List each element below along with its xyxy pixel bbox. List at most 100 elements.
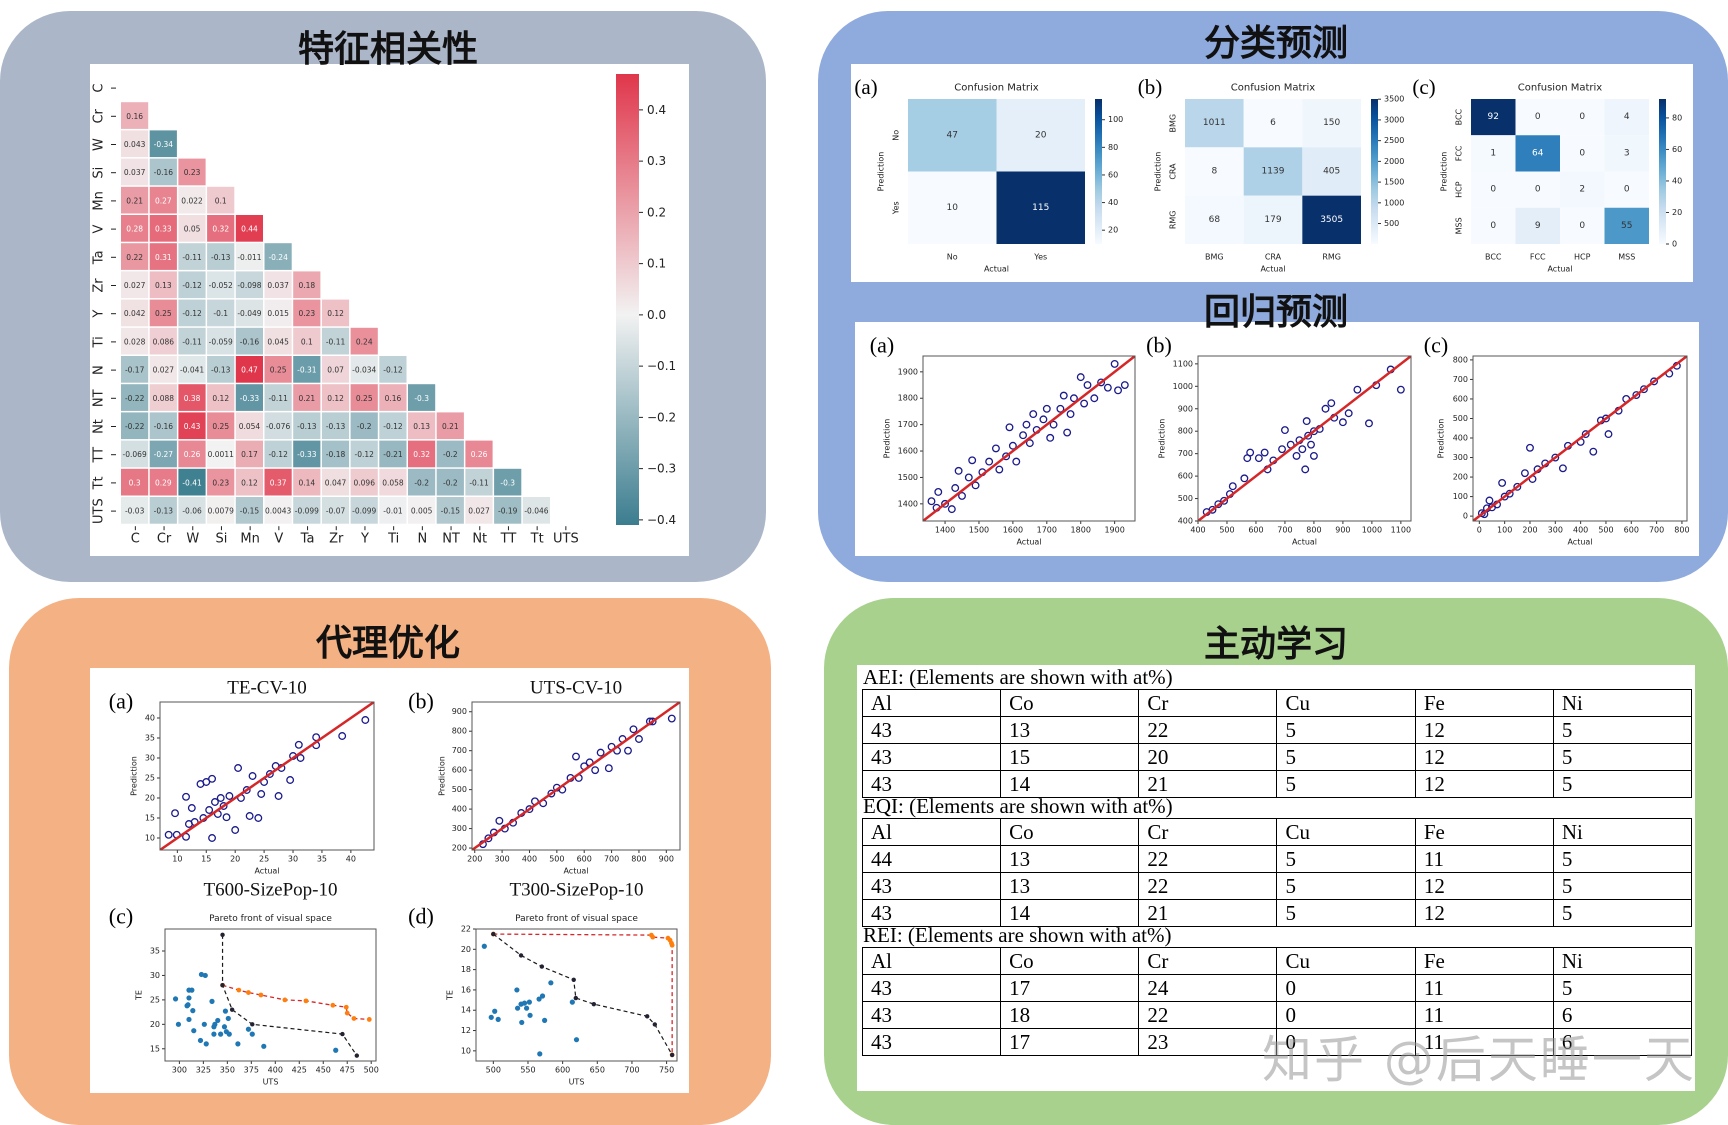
y-axis-label: Prediction <box>1437 419 1446 459</box>
pareto-point <box>366 1017 372 1022</box>
cell-value: -0.099 <box>352 507 376 516</box>
heatmap-cell <box>121 186 149 214</box>
cell-count: 92 <box>1488 112 1499 122</box>
cell-value: -0.098 <box>237 281 261 290</box>
data-point <box>171 809 179 818</box>
cell-value: 0.005 <box>411 507 433 516</box>
cell-value: 0.1 <box>301 337 313 346</box>
cell-value: -0.11 <box>469 478 489 487</box>
cell-value: -0.11 <box>326 337 346 346</box>
data-point <box>951 484 960 492</box>
heatmap-cell <box>121 130 149 158</box>
heatmap-cell <box>264 271 292 299</box>
cell-value: 0.21 <box>126 196 143 205</box>
colorbar-tick-label: 80 <box>1108 143 1118 152</box>
data-point <box>261 1043 267 1049</box>
data-point <box>1396 385 1405 394</box>
cell-value: -0.2 <box>443 450 458 459</box>
x-tick-label: 300 <box>172 1066 187 1075</box>
cell-value: -0.33 <box>297 450 317 459</box>
heatmap-cell <box>178 468 206 496</box>
data-point <box>514 987 520 993</box>
cell-value: 0.088 <box>153 394 175 403</box>
heatmap-cell <box>293 271 321 299</box>
data-point <box>1602 414 1610 423</box>
cell-value: -0.21 <box>383 450 403 459</box>
cell-value: 0.027 <box>468 507 490 516</box>
data-point <box>1083 381 1092 389</box>
data-point <box>995 465 1004 474</box>
x-tick-label: 1000 <box>1362 526 1382 535</box>
data-point <box>208 774 217 783</box>
matrix-cell <box>1515 207 1560 244</box>
y-category: CRA <box>1169 163 1178 180</box>
heatmap-cell <box>293 412 321 440</box>
x-category: CRA <box>1265 253 1282 262</box>
y-tick-label: 700 <box>452 746 467 755</box>
subplot-label: (b) <box>1138 75 1163 99</box>
data-point <box>971 481 980 490</box>
cell-value: 0.037 <box>124 168 146 177</box>
column-header: Cu <box>1276 818 1416 846</box>
y-category: BMG <box>1169 114 1178 133</box>
x-category: FCC <box>1530 253 1546 262</box>
cell-count: 0 <box>1490 221 1496 231</box>
data-point <box>523 1005 530 1011</box>
cell-value: -0.12 <box>355 450 375 459</box>
row-label: NT <box>92 389 107 407</box>
heatmap-cell <box>379 356 407 383</box>
heatmap-cell <box>379 384 407 411</box>
cell-value: 0.32 <box>212 225 229 234</box>
y-axis-label: Prediction <box>1158 419 1167 459</box>
cell-count: 0 <box>1624 185 1630 195</box>
x-category: RMG <box>1322 253 1341 262</box>
data-point <box>624 746 632 755</box>
y-tick-label: 500 <box>452 785 467 794</box>
cell-value: 0.21 <box>442 422 459 431</box>
table-row: 43 15 20 5 12 5 <box>861 743 1693 771</box>
subplot-label: (a) <box>854 75 877 99</box>
pareto-point <box>650 934 656 940</box>
data-point <box>1551 453 1560 462</box>
y-tick-label: 300 <box>1453 453 1468 462</box>
cell-value: -0.18 <box>326 450 346 459</box>
cell-count: 3 <box>1624 148 1630 158</box>
cell-value: 0.23 <box>298 309 315 318</box>
y-tick-label: 20 <box>145 794 155 803</box>
data-point <box>197 1037 204 1044</box>
x-tick-label: 800 <box>631 855 646 864</box>
x-tick-label: 600 <box>1248 526 1263 535</box>
chart-title: TE-CV-10 <box>227 678 307 699</box>
pareto-point <box>282 997 288 1003</box>
y-tick-label: 10 <box>461 1046 471 1055</box>
heatmap-cell <box>408 468 436 496</box>
cell-count: 0 <box>1579 221 1585 231</box>
heatmap-cell <box>293 356 321 383</box>
table-cell: 5 <box>1276 899 1416 927</box>
subplot-label: (d) <box>408 904 434 929</box>
scatter-plot-5: 400 500 600 700 800 900 1000 1100 400 500 600 700 80… <box>1146 333 1412 547</box>
diagonal-line <box>472 702 680 850</box>
heatmap-cell <box>264 384 292 411</box>
heatmap-cell <box>235 243 263 270</box>
data-point <box>1246 448 1255 457</box>
cell-value: -0.22 <box>125 422 145 431</box>
plot-area <box>172 932 372 1058</box>
cell-value: 0.045 <box>267 337 289 346</box>
matrix-cell <box>1471 207 1516 244</box>
data-point <box>1302 417 1311 426</box>
regression-box <box>855 322 1699 556</box>
y-category: BCC <box>1455 108 1464 125</box>
subplot-label: (a) <box>109 689 133 714</box>
data-point <box>539 993 546 999</box>
data-point <box>1589 447 1598 456</box>
data-point <box>338 732 347 740</box>
cell-value: 0.31 <box>155 253 172 262</box>
colorbar-tick-label: 1500 <box>1384 178 1404 187</box>
heatmap-cell <box>235 440 263 468</box>
data-point <box>361 716 370 724</box>
heatmap-cell <box>235 384 263 411</box>
heatmap-cell <box>178 497 206 524</box>
data-point <box>164 830 173 839</box>
colorbar <box>616 74 639 525</box>
